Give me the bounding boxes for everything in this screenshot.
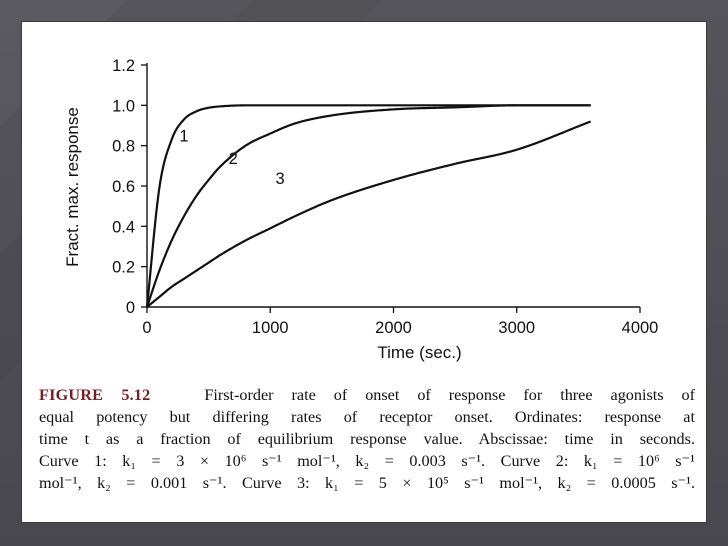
curve-3: [146, 120, 592, 308]
curve-label-3: 3: [276, 170, 285, 188]
y-tick-label: 0: [126, 299, 135, 317]
x-axis-title: Time (sec.): [377, 343, 461, 362]
y-tick-label: 0.6: [112, 178, 135, 196]
x-tick-label: 3000: [498, 319, 535, 337]
curve-1: [145, 104, 591, 308]
x-tick-label: 0: [142, 319, 151, 337]
x-tick-label: 4000: [622, 319, 659, 337]
caption-line-4: Curve 1: k₁ = 3 × 10⁶ s⁻¹ mol⁻¹, k₂ = 0.…: [39, 452, 695, 470]
x-tick-label: 1000: [252, 319, 289, 337]
curve-label-1: 1: [179, 128, 188, 146]
x-tick-label: 2000: [375, 319, 412, 337]
curve-label-2: 2: [229, 150, 238, 168]
y-tick-label: 0.2: [112, 259, 135, 277]
response-chart: 0 0.2 0.4 0.6 0.8 1.0 1.2 0 1000 2000 3000 4000 Time…: [63, 57, 659, 362]
figure-caption: FIGURE 5.12 First-order rate of onset of…: [39, 384, 695, 494]
caption-line-1: First-order rate of onset of response fo…: [204, 386, 696, 404]
caption-line-5: mol⁻¹, k₂ = 0.001 s⁻¹. Curve 3: k₁ = 5 ×…: [39, 474, 695, 492]
y-axis-title: Fract. max. response: [63, 107, 82, 267]
y-tick-label: 0.4: [112, 218, 135, 236]
y-tick-label: 0.8: [112, 138, 135, 156]
caption-line-3: time t as a fraction of equilibrium resp…: [39, 430, 695, 448]
figure-label: FIGURE 5.12: [39, 386, 151, 404]
y-tick-label: 1.2: [112, 57, 135, 75]
curve-2: [145, 104, 591, 308]
y-tick-label: 1.0: [112, 97, 135, 115]
caption-line-2: equal potency but differing rates of rec…: [39, 408, 695, 426]
slide: 0 0.2 0.4 0.6 0.8 1.0 1.2 0 1000 2000 3000 4000 Time…: [22, 22, 706, 522]
